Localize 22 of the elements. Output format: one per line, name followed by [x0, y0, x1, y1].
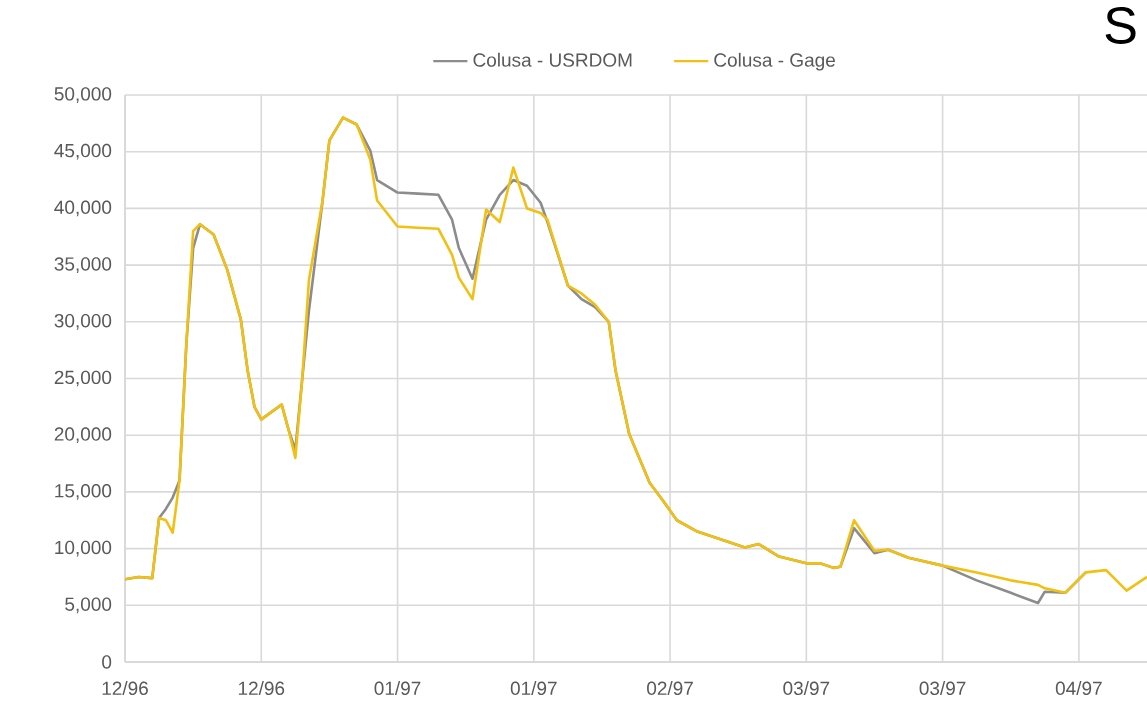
x-tick-label: 02/97: [647, 681, 693, 696]
legend-label: Colusa - USRDOM: [473, 52, 632, 67]
x-tick-label: 03/97: [919, 681, 966, 696]
y-tick-label: 20,000: [54, 427, 112, 444]
x-tick-label: 12/96: [238, 681, 285, 696]
y-tick-label: 45,000: [54, 143, 112, 160]
y-tick-label: 50,000: [54, 87, 112, 103]
y-tick-label: 40,000: [54, 200, 112, 217]
y-tick-label: 10,000: [55, 540, 112, 557]
y-tick-label: 25,000: [54, 370, 112, 387]
y-tick-label: 30,000: [54, 313, 112, 330]
x-tick-label: 01/97: [374, 681, 421, 696]
x-tick-label: 03/97: [783, 681, 830, 696]
y-tick-label: 0: [102, 655, 112, 669]
x-tick-label: 04/97: [1055, 681, 1102, 696]
legend-label: Colusa - Gage: [714, 52, 835, 71]
chart-title: S: [1105, 7, 1136, 44]
y-tick-label: 35,000: [54, 257, 112, 273]
y-tick-label: 15,000: [55, 484, 112, 500]
y-tick-label: 5,000: [65, 597, 112, 614]
x-tick-label: 01/97: [510, 681, 557, 696]
x-tick-label: 12/96: [102, 681, 148, 696]
